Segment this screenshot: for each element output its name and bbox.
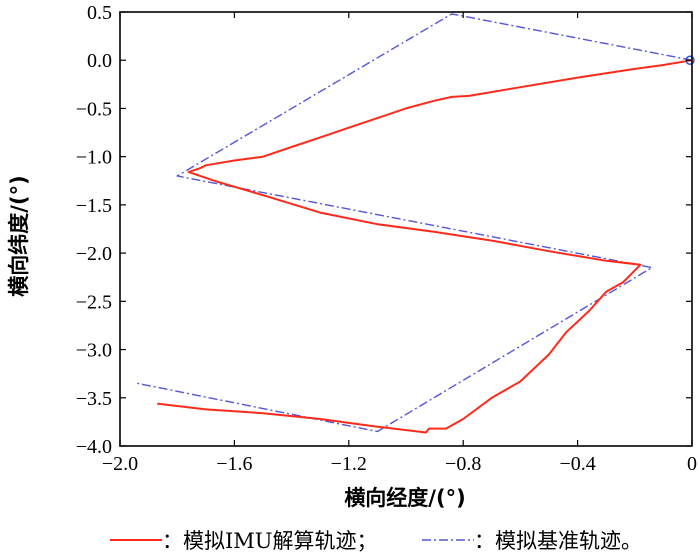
y-tick-label-7: −3.0 [76,340,112,362]
y-tick-label-5: −2.0 [76,243,112,265]
x-tick-label-2: −1.2 [331,453,367,475]
y-tick-label-4: −1.5 [76,195,112,217]
x-tick-label-4: −0.4 [559,453,595,475]
x-tick-label-3: −0.8 [445,453,481,475]
y-tick-label-0: 0.5 [87,2,112,24]
plot-frame [119,11,693,447]
y-tick-label-1: 0.0 [87,50,112,72]
y-tick-label-8: −3.5 [76,388,112,410]
x-tick-label-5: 0 [687,453,697,475]
legend-label-reference: ：模拟基准轨迹。 [474,529,642,553]
y-tick-label-9: −4.0 [76,436,112,458]
series-line-1 [137,13,693,433]
series-line-0 [157,59,693,434]
tick-labels: −2.0 −1.6 −1.2 −0.8 −0.4 0 0.5 0.0 −0.5 −1.0 −1.5 −… [76,2,697,475]
y-tick-label-3: −1.0 [76,147,112,169]
y-axis-title: 横向纬度/(°) [7,175,31,296]
x-tick-label-1: −1.6 [216,453,252,475]
axis-ticks [119,11,693,447]
x-tick-label-0: −2.0 [102,453,138,475]
legend: ：模拟IMU解算轨迹； ：模拟基准轨迹。 [110,529,642,553]
y-tick-label-2: −0.5 [76,98,112,120]
y-tick-label-6: −2.5 [76,291,112,313]
x-axis-title: 横向经度/(°) [344,486,465,510]
legend-label-imu: ：模拟IMU解算轨迹； [162,529,378,553]
